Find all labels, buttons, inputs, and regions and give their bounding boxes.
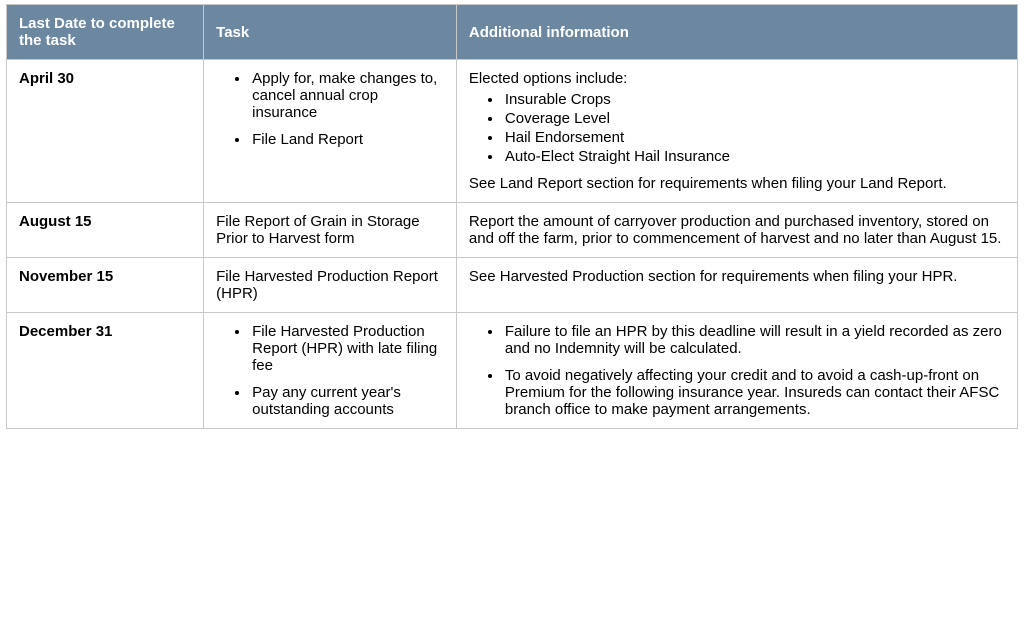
bullet-item: Coverage Level <box>503 110 1005 127</box>
bullet-item: File Harvested Production Report (HPR) w… <box>250 323 444 374</box>
table-body: April 30 Apply for, make changes to, canc… <box>7 60 1018 429</box>
task-cell: File Report of Grain in Storage Prior to… <box>204 203 457 258</box>
date-cell: August 15 <box>7 203 204 258</box>
bullet-list: Insurable Crops Coverage Level Hail Endors… <box>469 91 1005 165</box>
header-date: Last Date to complete the task <box>7 5 204 60</box>
outro-text: See Land Report section for requirements… <box>469 175 1005 192</box>
header-task: Task <box>204 5 457 60</box>
bullet-item: Pay any current year's outstanding accou… <box>250 384 444 418</box>
info-cell: Failure to file an HPR by this deadline … <box>456 313 1017 429</box>
bullet-item: File Land Report <box>250 131 444 148</box>
table-row: November 15 File Harvested Production Rep… <box>7 258 1018 313</box>
bullet-item: To avoid negatively affecting your credi… <box>503 367 1005 418</box>
bullet-item: Auto-Elect Straight Hail Insurance <box>503 148 1005 165</box>
task-cell: File Harvested Production Report (HPR) <box>204 258 457 313</box>
task-cell: Apply for, make changes to, cancel annua… <box>204 60 457 203</box>
info-cell: Report the amount of carryover productio… <box>456 203 1017 258</box>
bullet-list: Failure to file an HPR by this deadline … <box>469 323 1005 418</box>
bullet-item: Apply for, make changes to, cancel annua… <box>250 70 444 121</box>
bullet-list: Apply for, make changes to, cancel annua… <box>216 70 444 148</box>
cell-text: File Report of Grain in Storage Prior to… <box>216 213 419 247</box>
intro-text: Elected options include: <box>469 70 1005 87</box>
bullet-list: File Harvested Production Report (HPR) w… <box>216 323 444 418</box>
table-row: August 15 File Report of Grain in Storage… <box>7 203 1018 258</box>
table-row: December 31 File Harvested Production Rep… <box>7 313 1018 429</box>
table-header-row: Last Date to complete the task Task Addi… <box>7 5 1018 60</box>
bullet-item: Hail Endorsement <box>503 129 1005 146</box>
bullet-item: Insurable Crops <box>503 91 1005 108</box>
date-cell: April 30 <box>7 60 204 203</box>
deadlines-table: Last Date to complete the task Task Addi… <box>6 4 1018 429</box>
header-info: Additional information <box>456 5 1017 60</box>
cell-text: Report the amount of carryover productio… <box>469 213 1002 247</box>
info-cell: Elected options include: Insurable Crops C… <box>456 60 1017 203</box>
cell-text: File Harvested Production Report (HPR) <box>216 268 438 302</box>
info-cell: See Harvested Production section for req… <box>456 258 1017 313</box>
task-cell: File Harvested Production Report (HPR) w… <box>204 313 457 429</box>
cell-text: See Harvested Production section for req… <box>469 268 958 285</box>
date-cell: November 15 <box>7 258 204 313</box>
bullet-item: Failure to file an HPR by this deadline … <box>503 323 1005 357</box>
table-row: April 30 Apply for, make changes to, canc… <box>7 60 1018 203</box>
date-cell: December 31 <box>7 313 204 429</box>
